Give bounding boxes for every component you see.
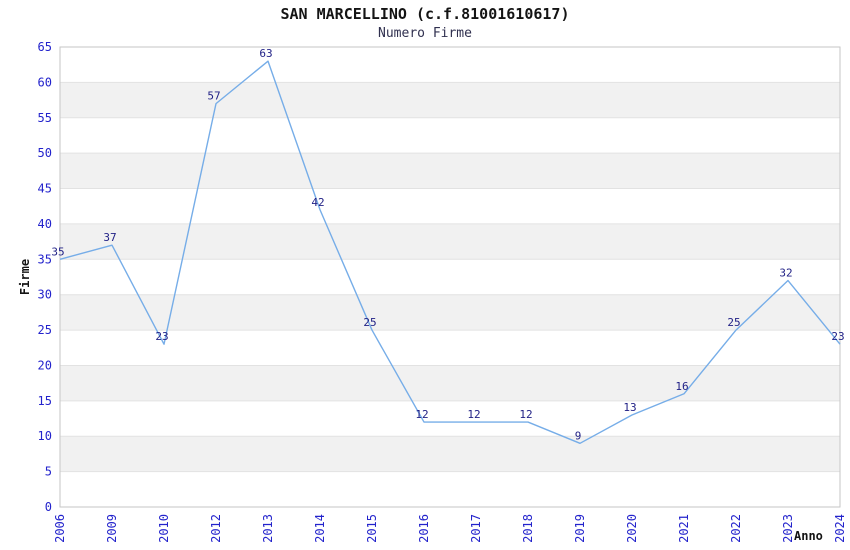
- x-tick-label: 2015: [365, 514, 379, 543]
- y-tick-label: 30: [38, 288, 52, 302]
- plot-border: [59, 46, 841, 508]
- y-tick-label: 10: [38, 429, 52, 443]
- stripe-band: [60, 153, 840, 189]
- stripe-band: [60, 294, 840, 331]
- data-point-label: 37: [103, 231, 116, 244]
- data-point-label: 16: [675, 380, 688, 393]
- chart-title: SAN MARCELLINO (c.f.81001610617): [280, 5, 570, 23]
- x-tick-label: 2023: [781, 514, 795, 543]
- data-point-label: 13: [623, 401, 636, 414]
- data-line: [59, 60, 841, 445]
- data-labels: 35 37 23 57 63 42 25 12 12 12 9 13 16 25 32 23: [51, 47, 844, 442]
- x-tick-label: 2019: [573, 514, 587, 543]
- data-point-label: 12: [519, 408, 532, 421]
- x-tick-label: 2017: [469, 514, 483, 543]
- x-tick-label: 2020: [625, 514, 639, 543]
- y-tick-label: 20: [38, 358, 52, 372]
- y-tick-label: 5: [45, 465, 52, 479]
- x-tick-label: 2006: [53, 514, 67, 543]
- x-tick-label: 2014: [313, 514, 327, 543]
- stripe-band: [60, 223, 840, 260]
- stripe-band: [60, 436, 840, 472]
- data-point-label: 57: [207, 90, 220, 103]
- y-tick-label: 55: [38, 111, 52, 125]
- x-tick-label: 2010: [157, 514, 171, 543]
- x-tick-label: 2012: [209, 514, 223, 543]
- stripe-band: [60, 365, 840, 401]
- y-axis-ticks: 0 5 10 15 20 25 30 35 40 45 50 55 60 65: [38, 40, 52, 514]
- data-point-label: 35: [51, 245, 64, 258]
- x-axis-ticks: 2006 2009 2010 2012 2013 2014 2015 2016 2017 2018…: [53, 514, 847, 543]
- stripe-band: [60, 82, 840, 118]
- y-tick-label: 40: [38, 217, 52, 231]
- data-point-label: 42: [311, 196, 324, 209]
- x-tick-label: 2024: [833, 514, 847, 543]
- data-point-label: 23: [831, 330, 844, 343]
- y-tick-label: 35: [38, 252, 52, 266]
- x-tick-label: 2013: [261, 514, 275, 543]
- x-tick-label: 2009: [105, 514, 119, 543]
- data-point-label: 25: [727, 316, 740, 329]
- data-point-label: 12: [467, 408, 480, 421]
- x-tick-label: 2016: [417, 514, 431, 543]
- data-point-label: 23: [155, 330, 168, 343]
- x-tick-label: 2022: [729, 514, 743, 543]
- x-axis-title: Anno: [794, 529, 823, 543]
- y-tick-label: 25: [38, 323, 52, 337]
- data-point-label: 32: [779, 267, 792, 280]
- y-tick-label: 15: [38, 394, 52, 408]
- y-tick-label: 0: [45, 500, 52, 514]
- y-tick-label: 60: [38, 75, 52, 89]
- y-tick-label: 50: [38, 146, 52, 160]
- data-point-label: 12: [415, 408, 428, 421]
- x-tick-label: 2021: [677, 514, 691, 543]
- y-tick-label: 45: [38, 182, 52, 196]
- chart-subtitle: Numero Firme: [378, 26, 472, 41]
- y-axis-title: Firme: [18, 258, 32, 296]
- data-point-label: 9: [575, 429, 582, 442]
- x-tick-label: 2018: [521, 514, 535, 543]
- data-point-label: 63: [259, 47, 272, 60]
- data-point-label: 25: [363, 316, 376, 329]
- plot-stripes: [60, 82, 840, 472]
- y-tick-label: 65: [38, 40, 52, 54]
